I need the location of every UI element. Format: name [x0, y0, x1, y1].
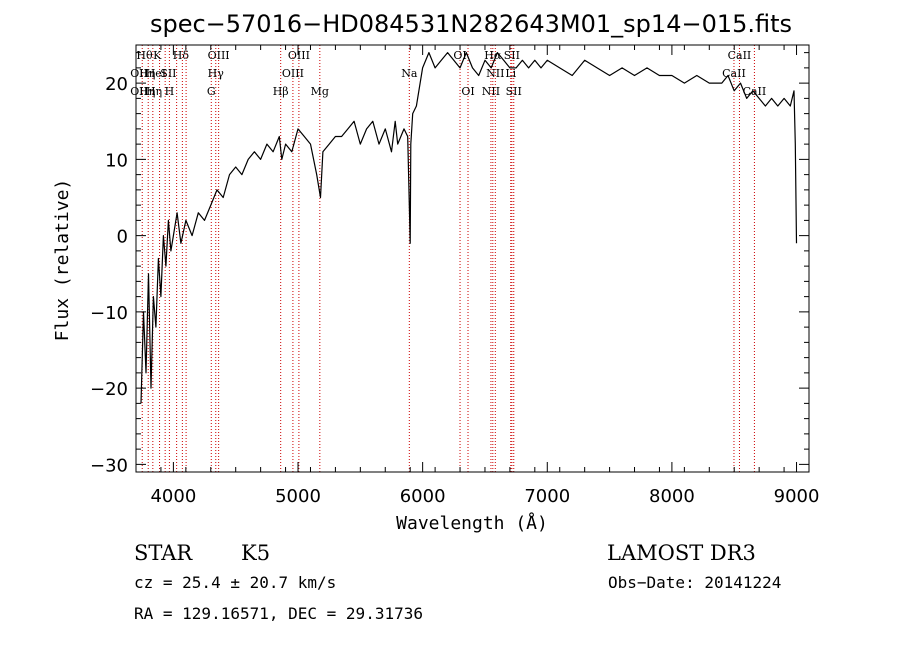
line-label-19: OI: [453, 49, 466, 62]
line-label-18: Na: [401, 67, 418, 80]
line-label-5: Hη: [146, 85, 162, 98]
object-subclass: K5: [241, 541, 270, 565]
x-axis-label: Wavelength (Å): [396, 512, 548, 534]
line-label-13: G: [207, 85, 216, 98]
line-label-1: OII: [130, 67, 148, 80]
line-label-22: NII: [486, 67, 504, 80]
line-label-17: Mg: [311, 85, 329, 98]
line-label-3: Hη: [139, 67, 155, 80]
plot-frame: [135, 44, 810, 473]
line-label-25: Li: [505, 67, 516, 80]
line-label-4: Hη: [139, 85, 155, 98]
line-label-8: SII: [160, 67, 176, 80]
line-label-14: Hβ: [273, 85, 289, 98]
object-class: STAR: [134, 541, 193, 565]
line-label-2: OII: [130, 85, 148, 98]
redshift-cz: cz = 25.4 ± 20.7 km/s: [134, 573, 336, 592]
info-block: STAR K5 LAMOST DR3 cz = 25.4 ± 20.7 km/s…: [134, 541, 781, 623]
line-label-9: H: [165, 85, 175, 98]
line-label-21: Hα: [484, 49, 502, 62]
x-tick-label-0: 4000: [150, 486, 196, 507]
line-label-10: Hδ: [173, 49, 190, 62]
y-tick-label-2: −10: [90, 303, 128, 324]
axis-ticks: 4000 5000 6000 7000 8000 9000 −30 −20 −10 0 10 20: [90, 45, 819, 507]
y-tick-label-0: −30: [90, 455, 128, 476]
line-label-15: OIII: [288, 49, 310, 62]
y-tick-label-3: 0: [117, 227, 128, 248]
line-label-28: CaII: [722, 67, 746, 80]
line-label-7: HeI: [146, 67, 166, 80]
line-label-12: Hγ: [208, 67, 225, 80]
line-label-27: CaII: [728, 49, 752, 62]
chart-title: spec−57016−HD084531N282643M01_sp14−015.f…: [150, 10, 792, 38]
line-label-20: OI: [461, 85, 474, 98]
line-label-23: NII: [482, 85, 500, 98]
y-axis-label: Flux (relative): [52, 179, 73, 342]
line-label-6: K: [153, 49, 162, 62]
spectrum-line: [140, 51, 798, 404]
coordinates: RA = 129.16571, DEC = 29.31736: [134, 604, 423, 623]
x-tick-label-2: 6000: [400, 486, 446, 507]
line-label-16: OIII: [282, 67, 304, 80]
observation-date: Obs−Date: 20141224: [608, 573, 781, 592]
survey-name: LAMOST DR3: [607, 541, 756, 565]
line-label-24: SII: [504, 49, 520, 62]
y-tick-label-1: −20: [90, 379, 128, 400]
line-label-0: Hθ: [136, 49, 153, 62]
x-tick-label-4: 8000: [649, 486, 695, 507]
spectrum-series: [140, 51, 798, 404]
line-label-26: SII: [506, 85, 522, 98]
y-tick-label-5: 20: [105, 74, 128, 95]
x-tick-label-1: 5000: [275, 486, 321, 507]
y-tick-label-4: 10: [105, 150, 128, 171]
line-label-29: CaII: [743, 85, 767, 98]
line-label-11: OIII: [208, 49, 230, 62]
x-tick-label-5: 9000: [774, 486, 820, 507]
x-tick-label-3: 7000: [524, 486, 570, 507]
